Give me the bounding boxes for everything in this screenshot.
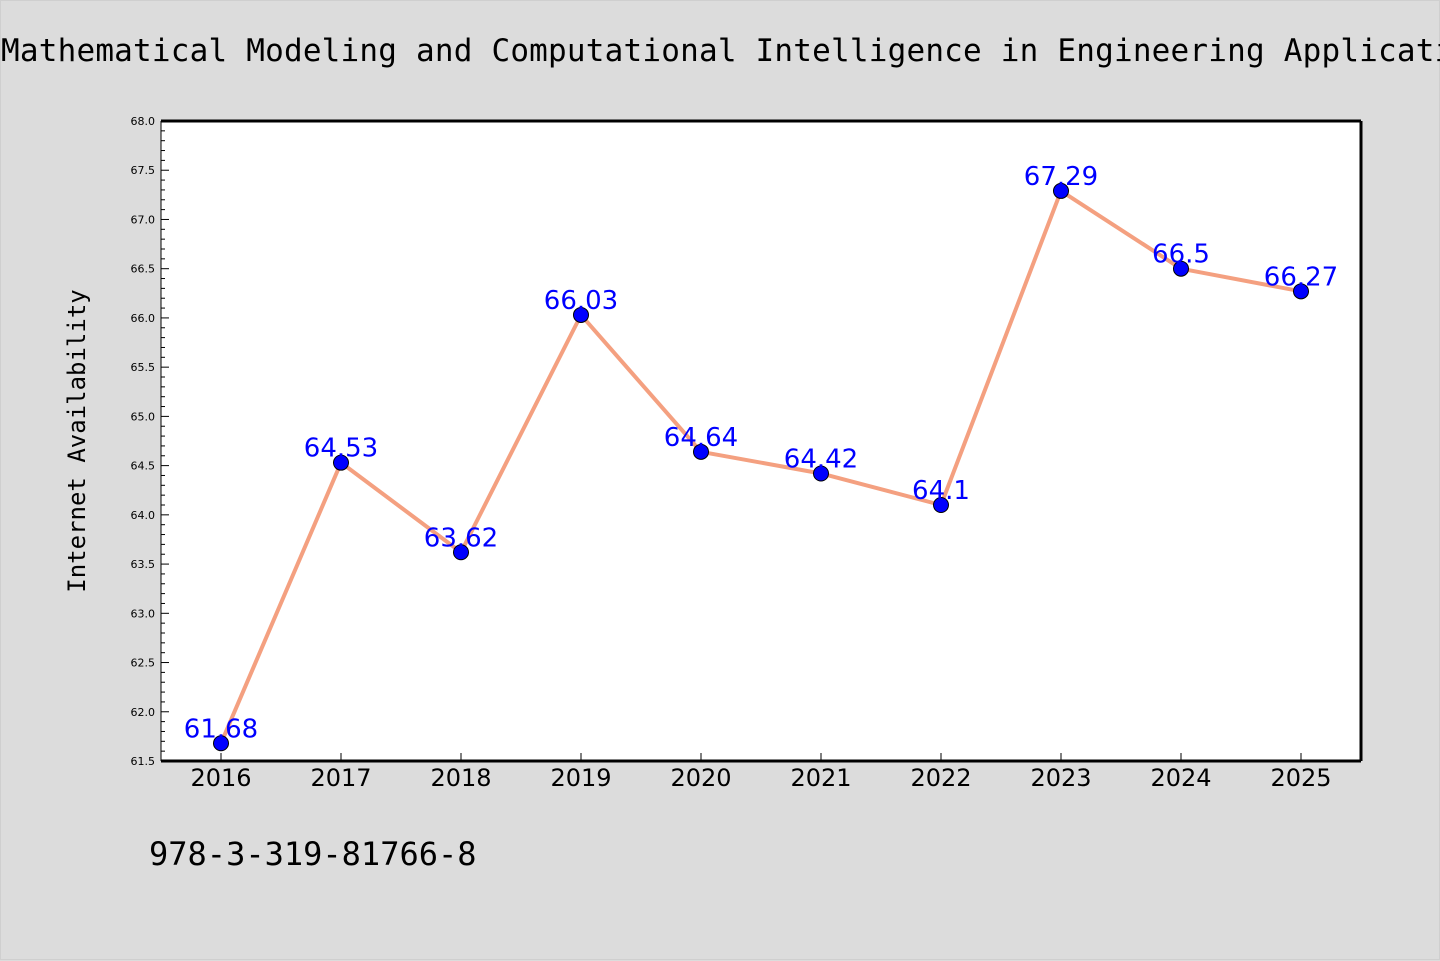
y-axis-label: Internet Availability <box>63 289 91 592</box>
x-tick-label: 2023 <box>1030 764 1091 792</box>
data-label: 66.03 <box>544 286 618 316</box>
y-tick-label: 66.5 <box>131 263 156 276</box>
data-label: 66.5 <box>1152 240 1210 270</box>
x-tick-label: 2025 <box>1270 764 1331 792</box>
data-point[interactable] <box>573 306 589 323</box>
x-tick-label: 2021 <box>790 764 851 792</box>
y-tick-label: 64.0 <box>131 509 156 522</box>
x-tick-label: 2024 <box>1150 764 1211 792</box>
data-label: 64.42 <box>784 444 858 474</box>
data-label: 67.29 <box>1024 162 1098 192</box>
data-label: 64.53 <box>304 434 378 464</box>
y-tick-label: 66.0 <box>131 312 156 325</box>
chart-title: Mathematical Modeling and Computational … <box>1 33 1440 69</box>
x-tick-label: 2020 <box>670 764 731 792</box>
data-point[interactable] <box>1173 260 1189 277</box>
y-tick-label: 62.0 <box>131 706 156 719</box>
data-point[interactable] <box>813 465 829 482</box>
data-point[interactable] <box>213 735 229 752</box>
y-tick-label: 62.5 <box>131 657 156 670</box>
x-tick-label: 2018 <box>430 764 491 792</box>
data-point[interactable] <box>1293 283 1309 300</box>
x-tick-label: 2022 <box>910 764 971 792</box>
data-point[interactable] <box>1053 182 1069 199</box>
series-line <box>219 188 1302 745</box>
data-point[interactable] <box>333 454 349 471</box>
data-label: 64.1 <box>912 476 970 506</box>
data-point[interactable] <box>453 544 469 561</box>
y-tick-label: 61.5 <box>131 755 156 768</box>
y-tick-label: 67.5 <box>131 164 156 177</box>
data-point[interactable] <box>693 443 709 460</box>
isbn-text: 978-3-319-81766-8 <box>149 835 477 873</box>
y-tick-label: 63.0 <box>131 607 156 620</box>
plot-area <box>161 121 1361 761</box>
y-tick-label: 64.5 <box>131 460 156 473</box>
x-tick-label: 2016 <box>190 764 251 792</box>
data-point[interactable] <box>933 497 949 513</box>
data-label: 64.64 <box>664 423 738 453</box>
y-tick-label: 63.5 <box>131 558 156 571</box>
y-tick-label: 65.0 <box>131 410 156 423</box>
y-tick-label: 68.0 <box>131 115 156 128</box>
x-tick-label: 2019 <box>550 764 611 792</box>
x-tick-label: 2017 <box>310 764 371 792</box>
y-tick-label: 67.0 <box>131 213 156 226</box>
y-tick-label: 65.5 <box>131 361 156 374</box>
data-label: 66.27 <box>1264 262 1338 292</box>
data-label: 61.68 <box>184 714 258 744</box>
data-label: 63.62 <box>424 523 498 553</box>
